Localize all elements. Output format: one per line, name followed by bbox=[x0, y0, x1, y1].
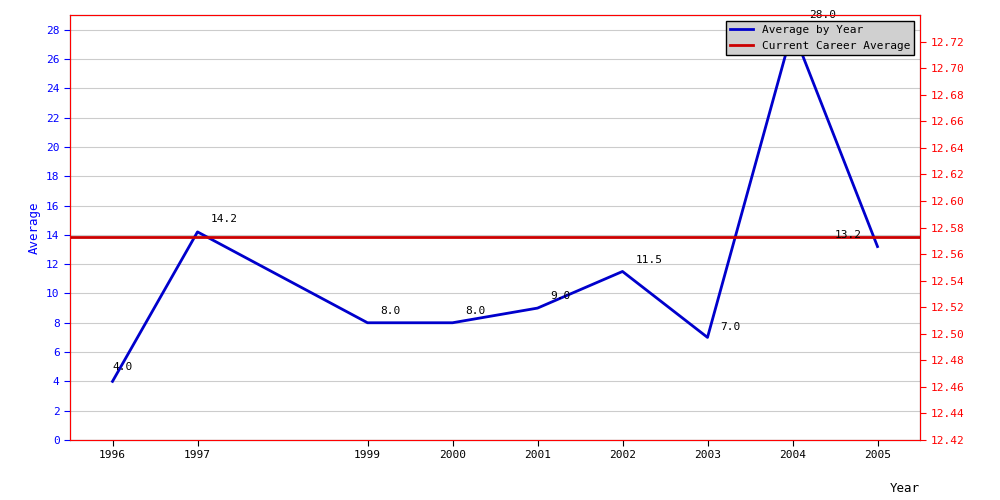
Average by Year bbox=[616, 268, 629, 274]
Average by Year bbox=[446, 320, 458, 326]
Y-axis label: Average: Average bbox=[28, 201, 41, 254]
Text: 14.2: 14.2 bbox=[210, 214, 237, 224]
Average by Year bbox=[872, 244, 884, 250]
Line: Average by Year: Average by Year bbox=[112, 30, 878, 382]
Text: 8.0: 8.0 bbox=[380, 306, 400, 316]
Text: 7.0: 7.0 bbox=[720, 322, 740, 332]
Text: 4.0: 4.0 bbox=[112, 362, 133, 372]
Text: 11.5: 11.5 bbox=[635, 254, 662, 264]
Average by Year bbox=[192, 229, 204, 235]
Average by Year bbox=[362, 320, 374, 326]
Text: 28.0: 28.0 bbox=[810, 10, 836, 20]
Text: 9.0: 9.0 bbox=[550, 292, 570, 302]
Text: 8.0: 8.0 bbox=[465, 306, 486, 316]
Legend: Average by Year, Current Career Average: Average by Year, Current Career Average bbox=[726, 20, 914, 55]
Average by Year bbox=[532, 305, 544, 311]
Average by Year bbox=[106, 378, 119, 384]
Text: Year: Year bbox=[890, 482, 920, 496]
Text: 13.2: 13.2 bbox=[835, 230, 862, 240]
Average by Year bbox=[702, 334, 714, 340]
Average by Year bbox=[786, 26, 798, 32]
